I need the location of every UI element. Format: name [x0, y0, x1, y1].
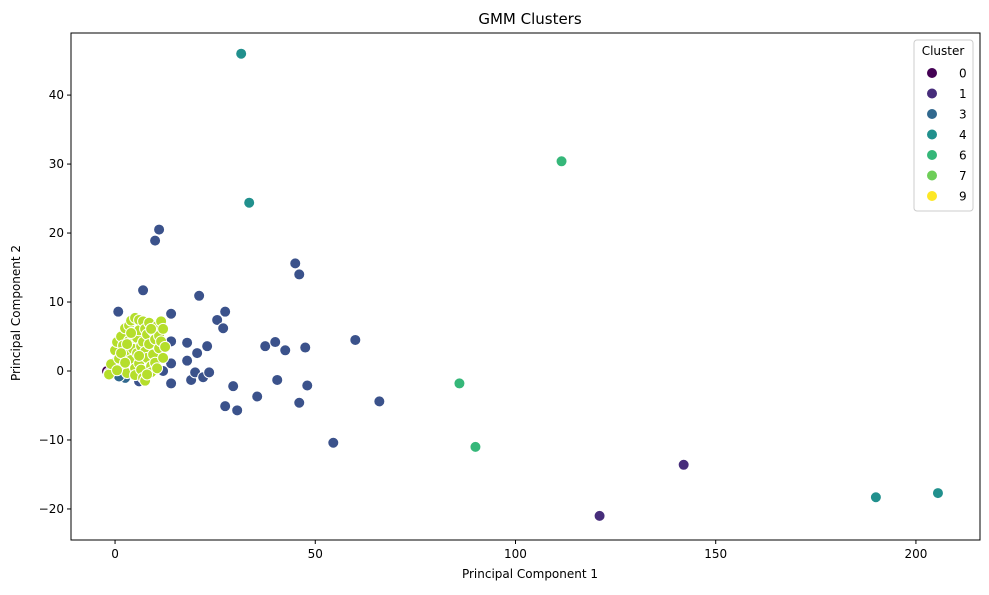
- data-point: [289, 257, 302, 270]
- data-point: [219, 400, 232, 413]
- x-tick-label: 50: [308, 547, 323, 561]
- x-tick-label: 200: [904, 547, 927, 561]
- data-point: [151, 362, 164, 375]
- data-point: [191, 347, 204, 360]
- x-tick-label: 150: [704, 547, 727, 561]
- y-tick-label: 30: [49, 157, 64, 171]
- data-point: [677, 458, 690, 471]
- data-point: [119, 356, 132, 369]
- data-point: [293, 396, 306, 409]
- data-point: [193, 289, 206, 302]
- legend-label: 0: [959, 67, 967, 81]
- legend-label: 9: [959, 190, 967, 204]
- data-point: [211, 313, 224, 326]
- data-point: [112, 305, 125, 318]
- legend-marker: [927, 88, 937, 99]
- data-point: [869, 491, 882, 504]
- data-point: [217, 322, 230, 335]
- data-point: [327, 436, 340, 449]
- x-tick-label: 0: [111, 547, 119, 561]
- data-point: [469, 440, 482, 453]
- ticks-layer: 0 50 100 150 200 −20 −10 0 10 20 30 40: [39, 88, 928, 561]
- data-point: [203, 366, 216, 379]
- data-point: [219, 305, 232, 318]
- legend-marker: [927, 191, 937, 201]
- y-tick-label: 40: [49, 88, 64, 102]
- data-point: [121, 338, 134, 351]
- data-point: [243, 196, 256, 209]
- legend-label: 6: [959, 149, 967, 163]
- data-point: [301, 379, 314, 392]
- data-point: [293, 268, 306, 281]
- data-point: [181, 354, 194, 367]
- legend-marker: [927, 150, 937, 160]
- legend-marker: [927, 129, 937, 140]
- legend-label: 4: [959, 128, 967, 142]
- data-point: [259, 340, 272, 353]
- data-point: [153, 223, 166, 236]
- data-point: [125, 327, 138, 340]
- data-point: [201, 340, 214, 353]
- data-point: [271, 373, 284, 386]
- legend-marker: [927, 170, 937, 181]
- data-point: [181, 336, 194, 349]
- data-point: [299, 341, 312, 354]
- data-point: [157, 322, 170, 335]
- data-point: [145, 322, 158, 335]
- data-point: [137, 284, 150, 297]
- legend-title: Cluster: [922, 44, 965, 58]
- chart-title: GMM Clusters: [478, 10, 582, 28]
- x-tick-label: 100: [504, 547, 527, 561]
- data-point: [235, 47, 248, 60]
- data-point: [931, 487, 944, 500]
- data-point: [149, 234, 162, 247]
- data-point: [555, 155, 568, 168]
- y-tick-label: −10: [39, 433, 64, 447]
- legend-marker: [927, 109, 937, 119]
- data-point: [453, 377, 466, 390]
- legend-label: 7: [959, 169, 967, 183]
- data-point: [373, 395, 386, 408]
- data-point: [165, 307, 178, 320]
- points-layer: [101, 47, 944, 522]
- y-tick-label: 0: [56, 364, 64, 378]
- data-point: [133, 349, 146, 362]
- y-tick-label: 20: [49, 226, 64, 240]
- data-point: [269, 336, 282, 349]
- legend-label: 1: [959, 87, 967, 101]
- data-point: [349, 333, 362, 346]
- data-point: [141, 368, 154, 381]
- legend-marker: [927, 68, 937, 78]
- y-tick-label: 10: [49, 295, 64, 309]
- data-point: [593, 509, 606, 522]
- data-point: [165, 377, 178, 390]
- data-point: [279, 344, 292, 357]
- data-point: [157, 351, 170, 364]
- y-axis-label: Principal Component 2: [9, 245, 23, 381]
- data-point: [111, 364, 124, 377]
- data-point: [227, 380, 240, 393]
- y-tick-label: −20: [39, 502, 64, 516]
- legend-box: [913, 39, 974, 212]
- data-point: [251, 390, 264, 403]
- legend: Cluster 0 1 3 4 6 7 9: [913, 39, 974, 212]
- data-point: [231, 404, 244, 417]
- x-axis-label: Principal Component 1: [462, 567, 598, 581]
- data-point: [159, 340, 172, 353]
- legend-label: 3: [959, 108, 967, 122]
- plot-frame: [70, 32, 981, 541]
